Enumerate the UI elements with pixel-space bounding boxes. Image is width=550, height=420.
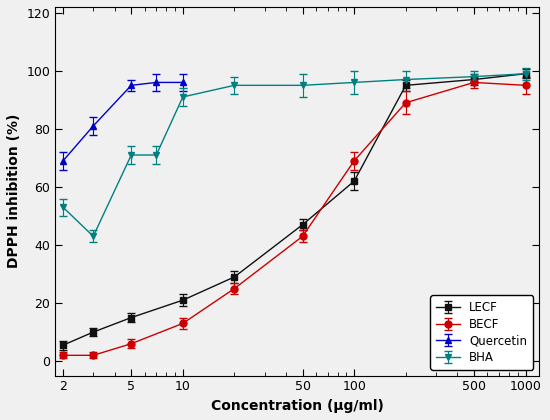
X-axis label: Concentration (μg/ml): Concentration (μg/ml) [211, 399, 383, 413]
Legend: LECF, BECF, Quercetin, BHA: LECF, BECF, Quercetin, BHA [430, 295, 533, 370]
Y-axis label: DPPH inhibition (%): DPPH inhibition (%) [7, 114, 21, 268]
